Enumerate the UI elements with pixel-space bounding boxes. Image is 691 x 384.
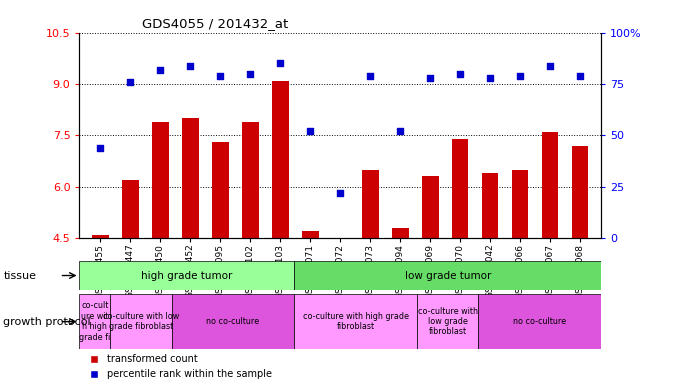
Text: co-culture with
low grade
fibroblast: co-culture with low grade fibroblast — [418, 307, 477, 336]
Bar — [294, 261, 601, 290]
Text: co-culture with high grade
fibroblast: co-culture with high grade fibroblast — [303, 312, 408, 331]
Point — [125, 79, 136, 85]
Point — [334, 190, 346, 196]
Point — [275, 60, 286, 66]
Text: growth protocol: growth protocol — [3, 316, 91, 327]
Point — [484, 75, 495, 81]
Point — [455, 71, 466, 77]
Bar — [79, 261, 294, 290]
Text: GDS4055 / 201432_at: GDS4055 / 201432_at — [142, 17, 288, 30]
Point — [305, 128, 316, 134]
Point — [515, 73, 526, 79]
Bar — [482, 173, 498, 238]
Bar — [110, 294, 171, 349]
Bar — [79, 294, 110, 349]
Point — [545, 63, 556, 69]
Point — [425, 75, 436, 81]
Text: co-culture with low
grade fibroblast: co-culture with low grade fibroblast — [103, 312, 179, 331]
Bar — [422, 177, 439, 238]
Point — [575, 73, 586, 79]
Bar — [171, 294, 294, 349]
Bar — [152, 122, 169, 238]
Point — [185, 63, 196, 69]
Bar — [212, 142, 229, 238]
Bar — [302, 231, 319, 238]
Bar — [572, 146, 589, 238]
Bar — [417, 294, 478, 349]
Text: low grade tumor: low grade tumor — [404, 270, 491, 281]
Bar — [294, 294, 417, 349]
Bar — [122, 180, 139, 238]
Bar — [542, 132, 558, 238]
Point — [155, 66, 166, 73]
Bar — [92, 235, 108, 238]
Text: no co-culture: no co-culture — [207, 317, 259, 326]
Point — [365, 73, 376, 79]
Bar — [478, 294, 601, 349]
Legend: transformed count, percentile rank within the sample: transformed count, percentile rank withi… — [84, 354, 272, 379]
Point — [245, 71, 256, 77]
Text: co-cult
ure wit
h high
grade fi: co-cult ure wit h high grade fi — [79, 301, 111, 342]
Bar — [362, 170, 379, 238]
Bar — [392, 228, 408, 238]
Text: tissue: tissue — [3, 270, 37, 281]
Bar — [242, 122, 258, 238]
Point — [95, 145, 106, 151]
Bar — [452, 139, 468, 238]
Bar — [182, 118, 198, 238]
Text: high grade tumor: high grade tumor — [141, 270, 233, 281]
Bar — [272, 81, 289, 238]
Point — [215, 73, 226, 79]
Point — [395, 128, 406, 134]
Bar — [512, 170, 529, 238]
Text: no co-culture: no co-culture — [513, 317, 567, 326]
